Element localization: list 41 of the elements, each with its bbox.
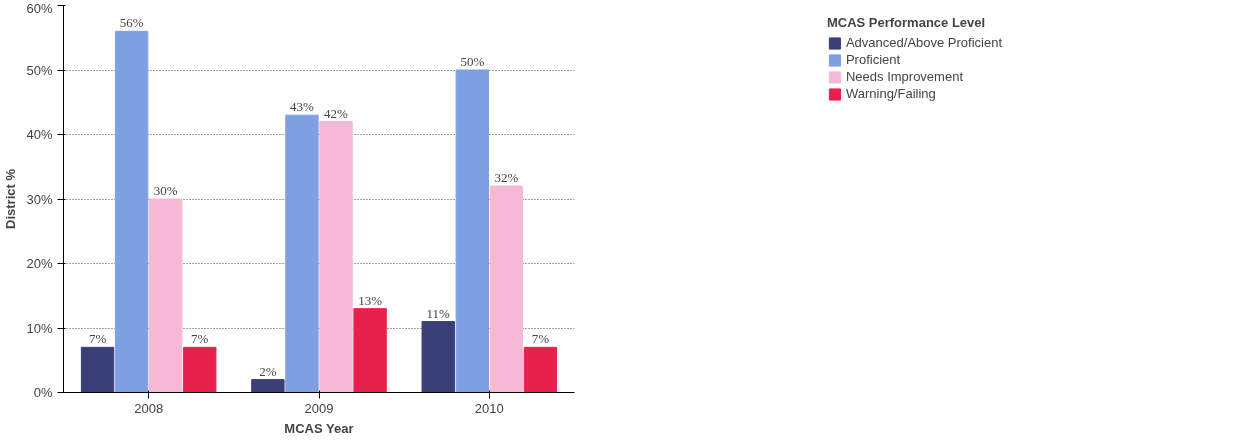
y-tick-label: 10% <box>26 320 53 336</box>
bar <box>114 30 149 393</box>
data-label: 32% <box>494 170 519 186</box>
legend-label: Proficient <box>845 52 901 67</box>
data-label: 13% <box>358 292 383 308</box>
bar <box>183 346 217 393</box>
x-tick-label: 2010 <box>474 400 504 416</box>
data-label: 7% <box>88 331 107 347</box>
y-tick-label: 40% <box>26 127 53 142</box>
bar <box>80 346 115 393</box>
legend-label: Warning/Failing <box>845 86 936 101</box>
data-label: 7% <box>191 331 209 347</box>
y-tick-label: 20% <box>26 256 53 271</box>
x-tick-label: 2008 <box>134 400 164 416</box>
x-tick-label: 2009 <box>304 400 334 416</box>
bar <box>489 185 524 393</box>
bar <box>251 379 285 393</box>
y-tick-label: 0% <box>33 385 53 400</box>
bar <box>455 69 489 393</box>
x-axis-title: MCAS Year <box>284 420 354 436</box>
data-label: 11% <box>426 305 451 321</box>
y-tick-label: 60% <box>26 0 53 16</box>
data-label: 7% <box>531 331 550 347</box>
data-label: 43% <box>290 99 315 115</box>
y-tick-label: 30% <box>26 191 53 207</box>
data-label: 42% <box>324 105 349 121</box>
legend-label: Needs Improvement <box>845 69 964 84</box>
data-label: 50% <box>460 54 485 69</box>
data-label: 30% <box>153 183 178 198</box>
bar <box>149 198 183 393</box>
data-label: 2% <box>259 363 277 379</box>
bar <box>319 121 353 393</box>
legend-label: Advanced/Above Proficient <box>845 35 1003 50</box>
bar <box>285 114 319 393</box>
legend-title: MCAS Performance Level <box>826 15 987 30</box>
data-label: 56% <box>119 15 144 31</box>
bar <box>523 346 558 393</box>
bar <box>421 321 455 393</box>
bar <box>353 308 387 393</box>
y-tick-label: 50% <box>26 62 53 78</box>
y-axis-title: District % <box>3 168 19 229</box>
